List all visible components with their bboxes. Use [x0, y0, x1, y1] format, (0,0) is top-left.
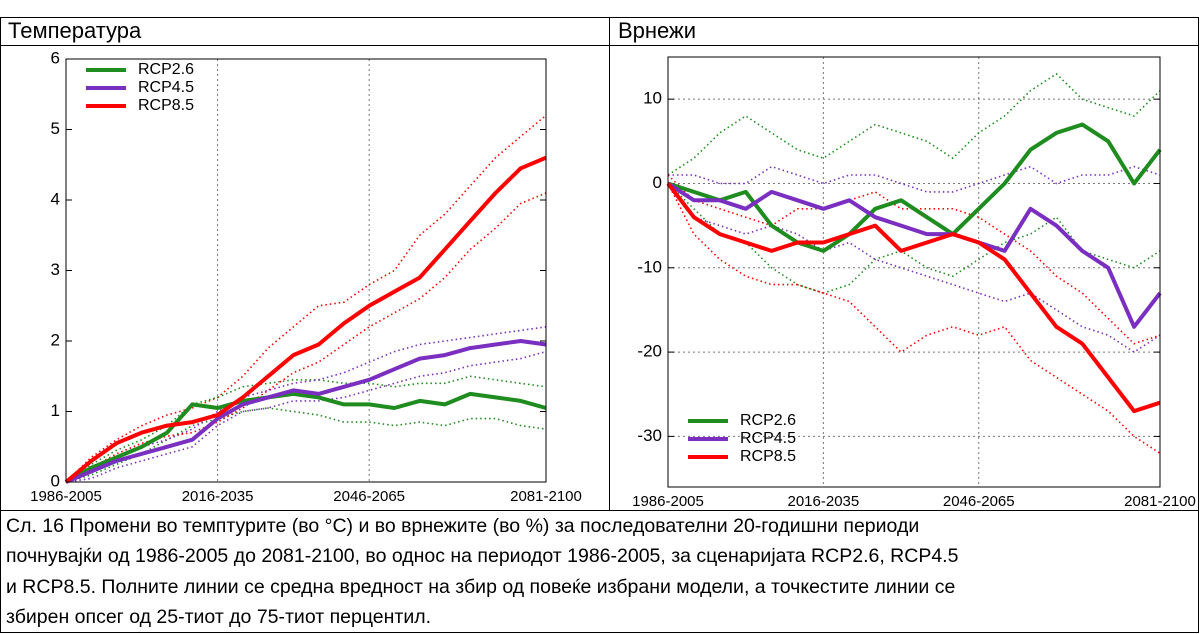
x-tick-label: 2081-2100 — [510, 488, 582, 505]
legend-label: RCP8.5 — [740, 448, 796, 465]
y-tick-label: -20 — [637, 342, 662, 361]
caption-line: збирен опсег од 25-тиот до 75-тиот перце… — [6, 606, 431, 628]
percentile-line — [668, 165, 1161, 193]
legend-label: RCP8.5 — [138, 97, 194, 114]
chart-title: Врнежи — [618, 18, 696, 43]
plot-frame — [667, 56, 1161, 488]
mean-line — [667, 122, 1162, 253]
y-tick-label: 4 — [51, 189, 60, 208]
x-tick-label: 1986-2005 — [632, 493, 704, 510]
y-tick-label: 2 — [51, 330, 60, 349]
percentile-line — [65, 375, 547, 483]
x-tick-label: 1986-2005 — [30, 488, 102, 505]
percentile-line — [65, 114, 547, 483]
caption-line: Сл. 16 Промени во темптурите (во °C) и в… — [6, 515, 919, 537]
caption-line: и RCP8.5. Полните линии се средна вредно… — [6, 576, 955, 598]
percentile-line — [65, 350, 547, 483]
percentile-line — [65, 326, 547, 483]
y-tick-label: -10 — [637, 257, 662, 276]
percentile-line — [667, 183, 1161, 354]
y-tick-label: 1 — [51, 401, 60, 420]
y-tick-label: -30 — [637, 426, 662, 445]
caption-line: почнувајќи од 1986-2005 до 2081-2100, во… — [6, 545, 959, 567]
percentile-line — [667, 174, 1161, 345]
plot-frame — [65, 58, 547, 483]
mean-line — [666, 181, 1162, 329]
percentile-line — [667, 182, 1161, 294]
mean-line — [65, 339, 547, 484]
x-tick-label: 2046-2065 — [333, 488, 405, 505]
table-border — [0, 17, 1199, 633]
y-tick-label: 6 — [51, 48, 60, 67]
legend-label: RCP2.6 — [740, 412, 796, 429]
x-tick-label: 2081-2100 — [1124, 493, 1196, 510]
mean-line — [666, 182, 1161, 414]
y-tick-label: 5 — [51, 119, 60, 138]
x-tick-label: 2016-2035 — [182, 488, 254, 505]
percentile-line — [667, 72, 1161, 176]
mean-line — [65, 391, 547, 484]
legend-label: RCP4.5 — [138, 79, 194, 96]
x-tick-label: 2016-2035 — [788, 493, 860, 510]
y-tick-label: 10 — [643, 89, 662, 108]
chart-title: Температура — [8, 18, 142, 43]
y-tick-label: 0 — [653, 173, 662, 192]
x-tick-label: 2046-2065 — [943, 493, 1015, 510]
y-tick-label: 0 — [51, 471, 60, 490]
legend-label: RCP2.6 — [138, 61, 194, 78]
y-tick-label: 3 — [51, 260, 60, 279]
mean-line — [64, 155, 547, 484]
legend-label: RCP4.5 — [740, 430, 796, 447]
